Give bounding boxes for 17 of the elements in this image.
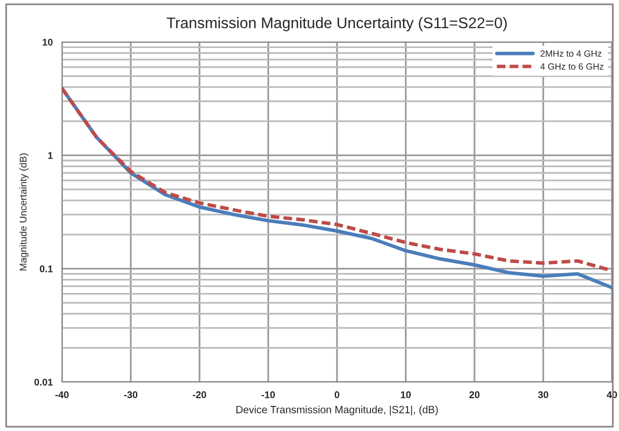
- y-tick-label: 0.1: [40, 265, 53, 272]
- x-tick-label: -20: [192, 391, 206, 398]
- legend-label: 4 GHz to 6 GHz: [540, 63, 604, 70]
- y-tick-label: 10: [42, 38, 53, 46]
- chart-title: Transmission Magnitude Uncertainty (S11=S22=0): [166, 17, 507, 32]
- x-axis-title: Device Transmission Magnitude, |S21|, (dB): [236, 406, 438, 416]
- x-tick-label: 20: [469, 391, 480, 398]
- x-tick-label: 10: [400, 391, 411, 398]
- x-tick-label: 30: [538, 391, 548, 398]
- y-tick-label: 0.01: [34, 378, 53, 386]
- legend-label: 2MHz to 4 GHz: [540, 50, 602, 57]
- x-tick-label: 0: [334, 391, 340, 398]
- y-tick-label: 1: [48, 152, 53, 159]
- x-tick-label: -40: [55, 391, 69, 398]
- y-axis-title: Magnitude Uncertainty (dB): [19, 153, 28, 270]
- x-tick-label: -10: [262, 391, 275, 398]
- x-tick-label: -30: [124, 391, 138, 398]
